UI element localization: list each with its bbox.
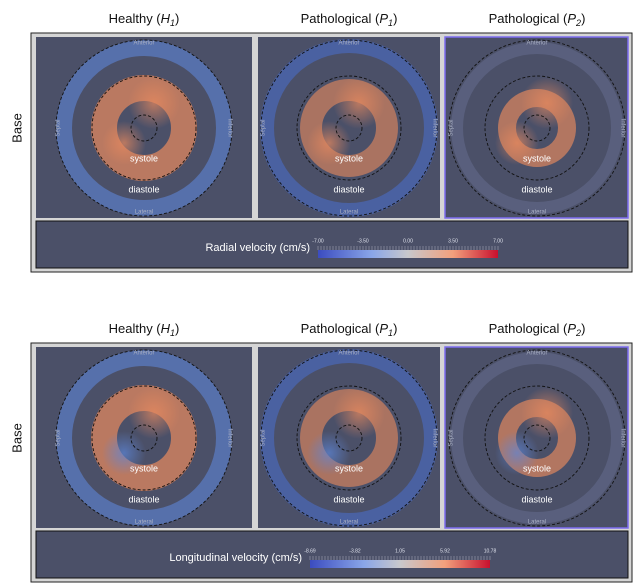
colorbar — [318, 250, 498, 258]
title-suffix: ) — [393, 321, 397, 336]
inferior-label: Inferior — [226, 119, 232, 138]
diastole-label: diastole — [521, 494, 552, 504]
colorbar-tick-label: 0.00 — [403, 238, 413, 244]
title-symbol: P — [379, 11, 388, 26]
inferior-label: Inferior — [226, 429, 232, 448]
colorbar-tick-label: 3.50 — [448, 238, 458, 244]
title-prefix: Healthy ( — [109, 11, 162, 26]
lateral-label: Lateral — [135, 210, 153, 216]
title-prefix: Pathological ( — [301, 11, 380, 26]
lateral-label: Lateral — [340, 520, 358, 526]
title-prefix: Pathological ( — [489, 321, 568, 336]
colorbar-box — [36, 531, 628, 578]
septal-label: Septal — [56, 429, 62, 446]
lateral-label: Lateral — [340, 210, 358, 216]
inferior-label: Inferior — [619, 429, 625, 448]
diastole-label: diastole — [521, 184, 552, 194]
systole-label: systole — [335, 153, 363, 163]
systole-label: systole — [523, 153, 551, 163]
title-symbol: P — [567, 321, 576, 336]
diastole-label: diastole — [333, 184, 364, 194]
colorbar-tick-label: 5.92 — [440, 548, 450, 554]
systole-label: systole — [130, 153, 158, 163]
title-suffix: ) — [175, 321, 179, 336]
velocity-blob — [521, 387, 573, 439]
figure: Healthy (H1)Pathological (P1)Pathologica… — [0, 0, 635, 583]
diastole-label: diastole — [333, 494, 364, 504]
septal-label: Septal — [56, 119, 62, 136]
anterior-label: Anterior — [526, 41, 547, 47]
colorbar-tick-label: 7.00 — [493, 238, 503, 244]
colorbar-tick-label: -3.82 — [349, 548, 361, 554]
colorbar-title: Radial velocity (cm/s) — [205, 242, 310, 254]
septal-label: Septal — [261, 429, 267, 446]
septal-label: Septal — [261, 119, 267, 136]
systole-label: systole — [335, 463, 363, 473]
colorbar-tick-label: -8.69 — [304, 548, 316, 554]
septal-label: Septal — [449, 429, 455, 446]
column-title: Pathological (P1) — [301, 321, 398, 338]
anterior-label: Anterior — [338, 351, 359, 357]
diastole-label: diastole — [128, 184, 159, 194]
title-suffix: ) — [581, 11, 585, 26]
title-prefix: Healthy ( — [109, 321, 162, 336]
colorbar-title: Longitudinal velocity (cm/s) — [169, 552, 302, 564]
column-title: Pathological (P2) — [489, 321, 586, 338]
title-suffix: ) — [581, 321, 585, 336]
colorbar — [310, 560, 490, 568]
lateral-label: Lateral — [528, 210, 546, 216]
diastole-label: diastole — [128, 494, 159, 504]
lateral-label: Lateral — [528, 520, 546, 526]
title-suffix: ) — [175, 11, 179, 26]
row-label: Base — [9, 423, 24, 453]
colorbar-tick-label: -3.50 — [357, 238, 369, 244]
inferior-label: Inferior — [431, 429, 437, 448]
systole-label: systole — [130, 463, 158, 473]
velocity-blob — [333, 387, 385, 439]
column-title: Pathological (P1) — [301, 11, 398, 28]
colorbar-tick-label: -7.00 — [312, 238, 324, 244]
septal-label: Septal — [449, 119, 455, 136]
title-prefix: Pathological ( — [489, 11, 568, 26]
systole-label: systole — [523, 463, 551, 473]
column-title: Pathological (P2) — [489, 11, 586, 28]
column-title: Healthy (H1) — [109, 11, 180, 28]
velocity-blob — [521, 77, 573, 129]
inferior-label: Inferior — [431, 119, 437, 138]
column-title: Healthy (H1) — [109, 321, 180, 338]
anterior-label: Anterior — [338, 41, 359, 47]
anterior-label: Anterior — [133, 41, 154, 47]
title-suffix: ) — [393, 11, 397, 26]
colorbar-box — [36, 221, 628, 268]
colorbar-tick-label: 1.05 — [395, 548, 405, 554]
inferior-label: Inferior — [619, 119, 625, 138]
velocity-blob — [128, 387, 180, 439]
anterior-label: Anterior — [133, 351, 154, 357]
velocity-blob — [128, 77, 180, 129]
anterior-label: Anterior — [526, 351, 547, 357]
lateral-label: Lateral — [135, 520, 153, 526]
panel: Healthy (H1)Pathological (P1)Pathologica… — [9, 11, 632, 272]
row-label: Base — [9, 113, 24, 143]
panel: Healthy (H1)Pathological (P1)Pathologica… — [9, 321, 632, 582]
velocity-blob — [333, 77, 385, 129]
title-symbol: P — [379, 321, 388, 336]
title-symbol: P — [567, 11, 576, 26]
colorbar-tick-label: 10.78 — [484, 548, 497, 554]
title-prefix: Pathological ( — [301, 321, 380, 336]
